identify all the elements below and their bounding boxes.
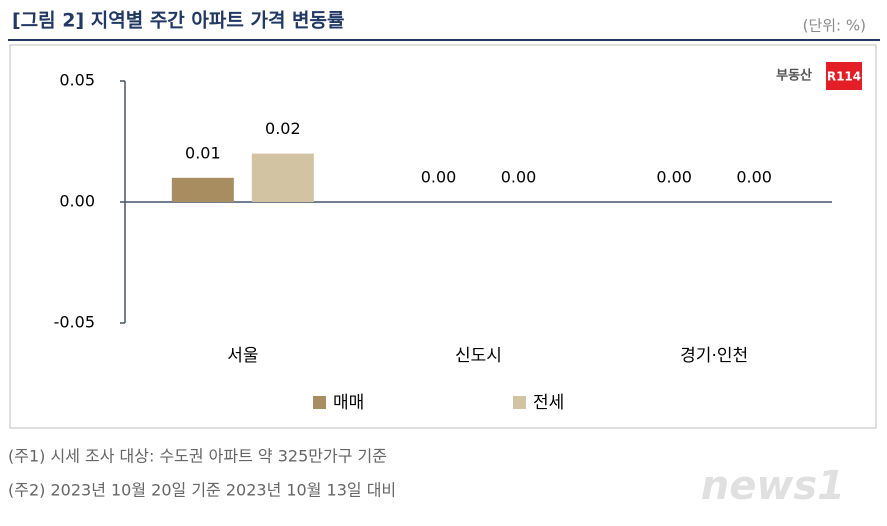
bar <box>251 153 314 202</box>
legend-label: 매매 <box>333 393 364 413</box>
footnote: (주1) 시세 조사 대상: 수도권 아파트 약 325만가구 기준 <box>8 447 387 466</box>
x-tick-label: 경기·인천 <box>680 346 748 366</box>
data-label: 0.00 <box>656 168 692 187</box>
watermark: news1 <box>701 463 845 509</box>
y-tick-label: 0.00 <box>59 192 95 211</box>
logo-badge <box>826 62 862 90</box>
y-tick-label: -0.05 <box>54 313 95 332</box>
legend-swatch <box>513 396 526 409</box>
chart-title: [그림 2] 지역별 주간 아파트 가격 변동률 <box>12 10 344 32</box>
data-label: 0.00 <box>736 168 772 187</box>
data-label: 0.01 <box>185 143 221 162</box>
data-label: 0.00 <box>501 168 537 187</box>
legend-swatch <box>313 396 326 409</box>
unit-label: (단위: %) <box>803 17 866 35</box>
x-tick-label: 서울 <box>227 346 258 366</box>
legend-label: 전세 <box>533 393 564 413</box>
data-label: 0.02 <box>265 119 301 138</box>
logo-text: 부동산 <box>776 68 812 84</box>
data-label: 0.00 <box>421 168 457 187</box>
bar <box>171 177 234 202</box>
footnote: (주2) 2023년 10월 20일 기준 2023년 10월 13일 대비 <box>8 481 396 500</box>
y-tick-label: 0.05 <box>59 71 95 90</box>
plot-frame <box>9 44 877 429</box>
x-tick-label: 신도시 <box>455 346 502 366</box>
logo-badge-text: R114 <box>827 70 861 84</box>
